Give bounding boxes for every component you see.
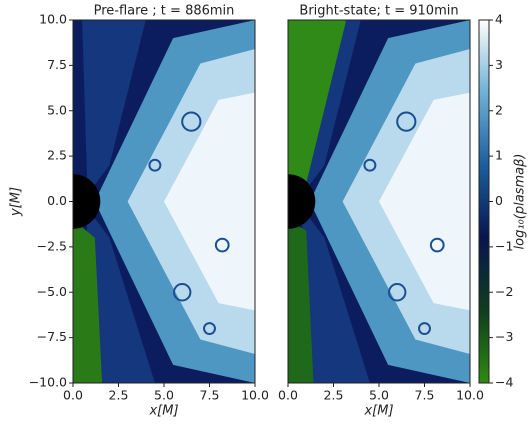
colorbar-tick-label: 4 [495, 12, 503, 27]
y-tick-label: −7.5 [37, 329, 67, 344]
colorbar-tick-label: 1 [495, 148, 503, 163]
x-axis-label: x[M] [363, 404, 393, 419]
x-tick-label: 7.5 [415, 388, 435, 403]
y-tick-label: 0.0 [47, 193, 67, 208]
vortex [148, 158, 162, 172]
vortex [203, 322, 216, 336]
plasma-image [288, 20, 470, 383]
y-tick-label: 7.5 [47, 57, 67, 72]
x-tick-label: 5.0 [369, 388, 389, 403]
x-tick-label: 7.5 [200, 388, 220, 403]
vortex [181, 111, 202, 132]
x-tick-label: 5.0 [154, 388, 174, 403]
colorbar-tick-label: −2 [495, 284, 513, 299]
panel-title: Pre-flare ; t = 886min [94, 4, 235, 19]
y-tick-label: 5.0 [47, 102, 67, 117]
plasma-image [73, 20, 255, 383]
black-hole [288, 174, 316, 229]
wedge-core [164, 92, 255, 311]
colorbar-label: log₁₀(plasmaβ) [513, 154, 528, 250]
y-tick-label: −2.5 [37, 238, 67, 253]
vortex [418, 322, 431, 336]
x-tick-label: 2.5 [109, 388, 129, 403]
x-axis-label: x[M] [148, 404, 178, 419]
y-tick-label: −5.0 [37, 284, 67, 299]
x-tick-label: 2.5 [324, 388, 344, 403]
colorbar-tick-label: −3 [495, 329, 513, 344]
colorbar-tick-label: 0 [495, 193, 503, 208]
y-axis-label: y[M] [9, 187, 24, 217]
colorbar-tick-label: 3 [495, 57, 503, 72]
wedge-core [379, 92, 470, 311]
vortex [363, 158, 377, 172]
x-tick-label: 0.0 [278, 388, 298, 403]
colorbar-tick-label: −4 [495, 375, 513, 390]
stream [82, 208, 155, 383]
vortex [173, 283, 192, 302]
colorbar-tick-label: −1 [495, 238, 513, 253]
vortex [429, 237, 445, 253]
colorbar [478, 19, 490, 384]
x-tick-label: 10.0 [456, 388, 484, 403]
vortex [214, 237, 230, 253]
panel-title: Bright-state; t = 910min [299, 4, 458, 19]
x-tick-label: 10.0 [241, 388, 269, 403]
stream [297, 208, 370, 383]
y-tick-label: −10.0 [29, 375, 67, 390]
vortex [388, 283, 407, 302]
y-tick-label: 2.5 [47, 148, 67, 163]
black-hole [73, 174, 101, 229]
x-tick-label: 0.0 [63, 388, 83, 403]
green-region [288, 20, 347, 191]
green-region [73, 219, 103, 383]
y-tick-label: 10.0 [39, 12, 67, 27]
colorbar-tick-label: 2 [495, 102, 503, 117]
green-region [288, 219, 314, 383]
stream [82, 20, 146, 195]
vortex [396, 111, 417, 132]
